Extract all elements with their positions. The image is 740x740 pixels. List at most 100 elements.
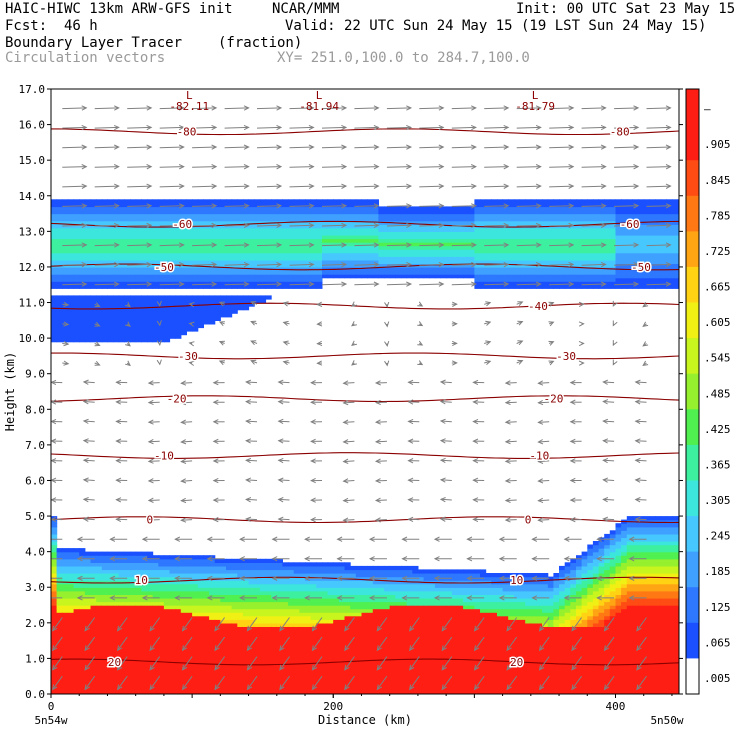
field-cell: [231, 676, 238, 681]
field-cell: [350, 210, 357, 215]
field-cell: [288, 565, 295, 571]
field-cell: [192, 242, 199, 247]
field-cell: [333, 231, 340, 236]
field-cell: [135, 295, 142, 300]
field-cell: [440, 210, 447, 215]
field-cell: [192, 274, 199, 279]
field-cell: [293, 629, 300, 635]
field-cell: [197, 683, 204, 688]
field-cell: [175, 651, 182, 656]
field-cell: [96, 594, 103, 599]
field-cell: [79, 202, 86, 208]
field-cell: [242, 669, 250, 674]
field-cell: [401, 565, 408, 571]
field-cell: [367, 224, 374, 229]
field-cell: [197, 238, 204, 243]
field-cell: [141, 647, 148, 652]
field-cell: [175, 256, 182, 261]
field-cell: [107, 245, 114, 250]
field-cell: [163, 594, 171, 599]
field-cell: [203, 686, 210, 692]
field-cell: [271, 690, 278, 694]
field-cell: [113, 302, 120, 307]
field-cell: [276, 590, 283, 595]
field-cell: [451, 615, 458, 620]
field-cell: [412, 601, 419, 606]
field-cell: [282, 281, 289, 286]
field-cell: [412, 227, 419, 232]
field-cell: [220, 640, 227, 645]
field-cell: [322, 206, 329, 211]
field-cell: [406, 672, 413, 677]
field-cell: [220, 213, 227, 218]
field-cell: [463, 654, 470, 660]
field-cell: [367, 249, 374, 254]
field-cell: [434, 238, 442, 243]
field-cell: [395, 665, 402, 670]
field-cell: [412, 573, 419, 578]
field-cell: [130, 206, 137, 211]
field-cell: [355, 669, 362, 674]
field-cell: [316, 690, 323, 694]
field-cell: [214, 217, 221, 222]
field-cell: [367, 206, 374, 211]
field-cell: [446, 605, 453, 610]
field-cell: [214, 558, 221, 563]
field-cell: [107, 686, 114, 692]
field-cell: [51, 227, 58, 232]
field-cell: [242, 683, 250, 688]
field-cell: [84, 651, 92, 656]
field-cell: [254, 619, 261, 624]
field-cell: [299, 654, 306, 660]
field-cell: [130, 334, 137, 339]
field-cell: [226, 299, 233, 304]
field-cell: [406, 679, 413, 684]
field-cell: [299, 562, 306, 567]
field-cell: [434, 605, 442, 610]
field-cell: [401, 597, 408, 603]
field-cell: [451, 676, 458, 681]
field-cell: [406, 608, 413, 613]
field-cell: [118, 669, 125, 674]
field-cell: [84, 231, 92, 236]
field-cell: [446, 217, 453, 222]
field-cell: [429, 669, 436, 674]
field-cell: [180, 679, 187, 684]
field-cell: [322, 622, 329, 627]
field-cell: [158, 242, 165, 247]
field-cell: [361, 210, 368, 215]
field-cell: [186, 259, 193, 264]
field-cell: [79, 551, 86, 556]
field-cell: [265, 252, 272, 257]
field-cell: [130, 295, 137, 300]
field-cell: [401, 587, 408, 592]
field-cell: [197, 629, 204, 635]
field-cell: [344, 654, 351, 660]
field-cell: [389, 594, 396, 599]
field-cell: [463, 590, 470, 595]
field-cell: [152, 281, 159, 286]
field-cell: [468, 669, 475, 674]
field-cell: [242, 654, 250, 660]
field-cell: [401, 612, 408, 617]
field-cell: [457, 690, 464, 694]
field-cell: [293, 583, 300, 588]
field-cell: [451, 242, 458, 247]
field-cell: [333, 213, 340, 218]
field-cell: [192, 220, 199, 225]
field-cell: [457, 256, 464, 261]
field-cell: [231, 626, 238, 631]
field-cell: [135, 576, 142, 581]
field-cell: [395, 608, 402, 613]
field-cell: [265, 576, 272, 581]
field-cell: [197, 580, 204, 585]
field-cell: [468, 569, 475, 574]
field-cell: [423, 665, 430, 670]
field-cell: [158, 683, 165, 688]
field-cell: [401, 647, 408, 652]
field-cell: [226, 231, 233, 236]
field-cell: [310, 562, 317, 567]
field-cell: [220, 206, 227, 211]
field-cell: [457, 605, 464, 610]
field-cell: [350, 249, 357, 254]
